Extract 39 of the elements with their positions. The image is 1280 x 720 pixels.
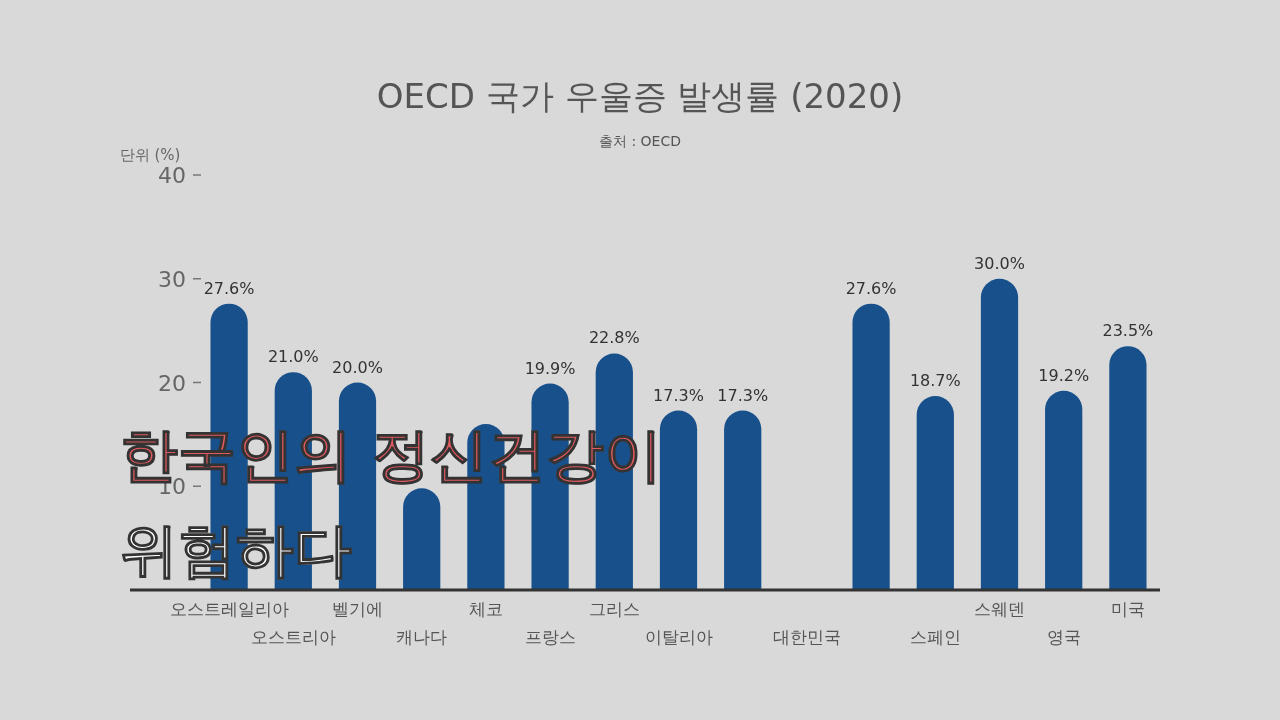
x-tick-label: 오스트레일리아 (169, 599, 289, 619)
x-tick-label: 영국 (1046, 627, 1081, 647)
y-tick-label: 40 (158, 163, 186, 188)
x-tick-label: 체코 (468, 599, 503, 619)
data-label: 17.3% (717, 385, 769, 405)
data-label: 18.7% (909, 370, 961, 390)
x-tick-label: 스페인 (909, 627, 961, 647)
data-label: 27.6% (203, 278, 255, 298)
data-label: 27.6% (845, 278, 897, 298)
x-tick-label: 미국 (1110, 599, 1145, 619)
data-label: 20.0% (332, 357, 383, 377)
x-tick-label: 이탈리아 (644, 627, 713, 647)
y-tick-label: 20 (158, 370, 186, 396)
x-tick-label: 프랑스 (524, 627, 576, 647)
data-label: 19.9% (524, 358, 576, 378)
data-label: 22.8% (588, 328, 640, 348)
data-label: 23.5% (1102, 321, 1154, 341)
bar (659, 410, 698, 590)
bar (1109, 346, 1147, 590)
data-label: 19.2% (1038, 365, 1090, 385)
data-label: 17.3% (653, 385, 704, 405)
x-tick-label: 그리스 (588, 599, 640, 619)
bar (1045, 390, 1083, 590)
data-label: 30.0% (974, 253, 1025, 273)
x-tick-label: 스웨덴 (974, 599, 1025, 619)
bar (980, 278, 1019, 590)
x-tick-label: 벨기에 (332, 599, 383, 619)
x-tick-label: 캐나다 (396, 627, 448, 647)
y-tick-label: 30 (158, 266, 186, 292)
bar (852, 303, 890, 590)
chart-title: OECD 국가 우울증 발생률 (2020) (376, 76, 904, 116)
x-tick-label: 오스트리아 (250, 627, 336, 647)
chart-subtitle: 출처 : OECD (598, 133, 682, 149)
x-tick-label: 대한민국 (772, 627, 841, 647)
bar (916, 396, 954, 590)
y-axis-title: 단위 (%) (119, 146, 181, 164)
data-label: 21.0% (267, 347, 319, 367)
bar (403, 488, 441, 590)
bar (724, 410, 762, 590)
